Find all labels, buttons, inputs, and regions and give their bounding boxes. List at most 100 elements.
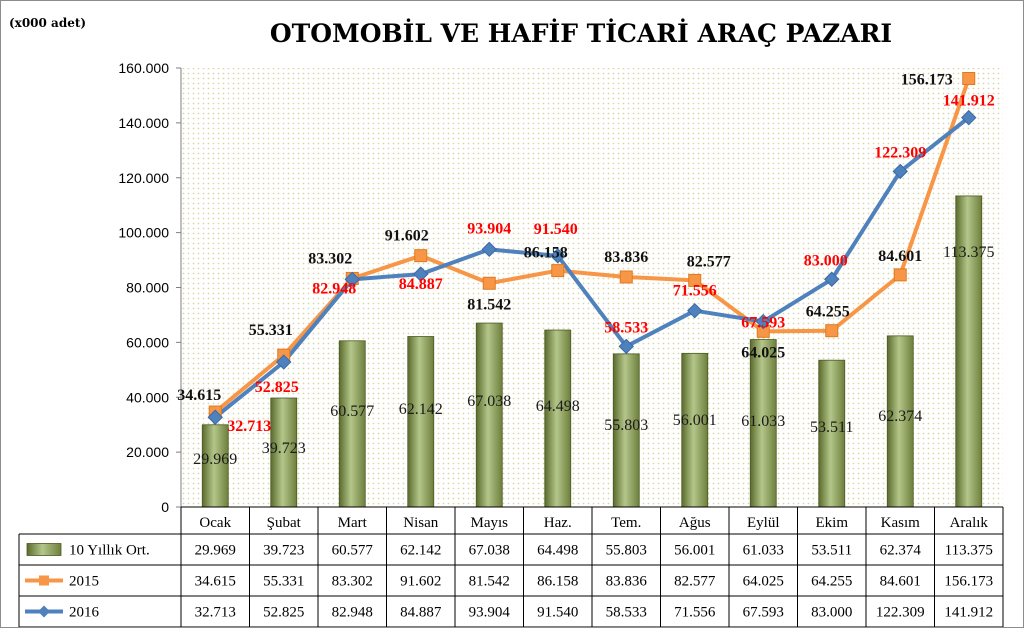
label-2015: 64.025 (741, 344, 785, 361)
table-cell: 83.836 (606, 574, 648, 590)
x-tick-label: Mart (338, 515, 368, 531)
x-tick-label: Ocak (199, 515, 231, 531)
bar-10yr-avg (818, 359, 846, 508)
table-cell: 53.511 (811, 543, 852, 559)
bar-data-label: 67.038 (467, 393, 511, 410)
table-cell: 91.602 (400, 574, 441, 590)
point-2015 (962, 72, 976, 86)
point-2015 (688, 273, 702, 287)
label-2016: 122.309 (874, 144, 926, 161)
table-cell: 60.577 (332, 543, 374, 559)
bar-data-label: 55.803 (604, 417, 648, 434)
table-cell: 93.904 (469, 605, 511, 621)
unit-label: (x000 adet) (9, 16, 86, 30)
chart-title: OTOMOBİL VE HAFİF TİCARİ ARAÇ PAZARI (270, 19, 892, 48)
point-2016 (276, 354, 292, 370)
table-cell: 67.593 (743, 605, 784, 621)
table-cell: 29.969 (195, 543, 236, 559)
table-cell: 52.825 (263, 605, 304, 621)
point-2016 (207, 409, 223, 425)
y-tick-label: 160.000 (118, 60, 169, 76)
plot-area (181, 68, 1003, 507)
point-2016 (618, 338, 634, 355)
bar-10yr-avg (681, 352, 709, 508)
bar-10yr-avg (955, 195, 983, 508)
bar-10yr-avg (338, 340, 366, 508)
table-cell: 91.540 (537, 605, 578, 621)
legend-key-marker (39, 575, 49, 586)
point-2015 (825, 324, 839, 338)
legend-series-name: 2015 (69, 574, 99, 590)
label-2015: 84.601 (878, 248, 922, 265)
x-tick-label: Haz. (544, 515, 572, 531)
table-cell: 64.498 (537, 543, 578, 559)
table-cell: 61.033 (743, 543, 784, 559)
table-cell: 64.025 (743, 574, 784, 590)
label-2015: 82.577 (687, 253, 731, 270)
bar-data-label: 64.498 (536, 398, 580, 415)
bar-data-label: 56.001 (673, 412, 717, 429)
point-2015 (619, 270, 633, 284)
table-cell: 39.723 (263, 543, 304, 559)
label-2015: 81.542 (467, 296, 511, 313)
bar-data-label: 62.142 (399, 401, 443, 418)
line-2016 (213, 116, 970, 419)
point-2016 (824, 271, 840, 287)
table-cell: 82.577 (674, 574, 716, 590)
x-tick-label: Ekim (816, 515, 849, 531)
point-2016 (892, 163, 908, 180)
table-cell: 86.158 (537, 574, 578, 590)
label-2016: 67.593 (741, 315, 785, 332)
x-tick-label: Tem. (611, 515, 641, 531)
legend-series-name: 10 Yıllık Ort. (69, 543, 150, 559)
legend-key-bar (26, 543, 62, 556)
label-2015: 86.158 (524, 245, 568, 262)
x-tick-label: Kasım (881, 515, 920, 531)
table-cell: 55.803 (606, 543, 647, 559)
label-2015: 83.836 (604, 249, 648, 266)
y-tick-label: 120.000 (118, 170, 169, 186)
label-2016: 93.904 (467, 220, 511, 237)
bar-10yr-avg (544, 329, 572, 508)
legend-series-name: 2016 (69, 605, 100, 621)
bar-data-label: 53.511 (810, 419, 853, 436)
bar-data-label: 62.374 (878, 408, 922, 425)
x-tick-label: Eylül (747, 515, 780, 531)
label-2015: 55.331 (249, 322, 293, 339)
label-2016: 82.948 (312, 280, 356, 297)
x-tick-label: Ağus (679, 515, 711, 531)
y-tick-label: 0 (161, 499, 169, 515)
label-2015: 156.173 (901, 72, 953, 89)
table-cell: 113.375 (945, 543, 993, 559)
table-cell: 83.000 (811, 605, 852, 621)
label-2016: 71.556 (673, 283, 717, 300)
label-2015: 91.602 (385, 228, 429, 245)
point-2016 (687, 302, 703, 319)
table-cell: 58.533 (606, 605, 647, 621)
table-cell: 141.912 (944, 605, 993, 621)
bar-10yr-avg (407, 336, 435, 508)
label-2016: 91.540 (534, 221, 578, 238)
point-2015 (482, 276, 496, 290)
label-2015: 34.615 (177, 387, 221, 404)
x-tick-label: Nisan (403, 515, 438, 531)
label-2016: 84.887 (399, 276, 443, 293)
table-cell: 62.374 (880, 543, 922, 559)
point-2016 (755, 313, 771, 330)
table-cell: 83.302 (332, 574, 373, 590)
table-cell: 67.038 (469, 543, 510, 559)
table-cell: 62.142 (400, 543, 441, 559)
point-2015 (893, 268, 907, 282)
bar-data-label: 39.723 (262, 440, 306, 457)
table-cell: 81.542 (469, 574, 510, 590)
bar-10yr-avg (475, 322, 503, 508)
point-2016 (413, 266, 429, 282)
x-tick-label: Şubat (267, 515, 302, 531)
legend-key-marker (38, 605, 50, 618)
table-cell: 71.556 (674, 605, 716, 621)
point-2016 (344, 271, 360, 288)
table-cell: 82.948 (332, 605, 373, 621)
label-2016: 83.000 (804, 252, 848, 269)
label-2016: 141.912 (943, 93, 995, 110)
x-tick-label: Mayıs (471, 515, 509, 531)
